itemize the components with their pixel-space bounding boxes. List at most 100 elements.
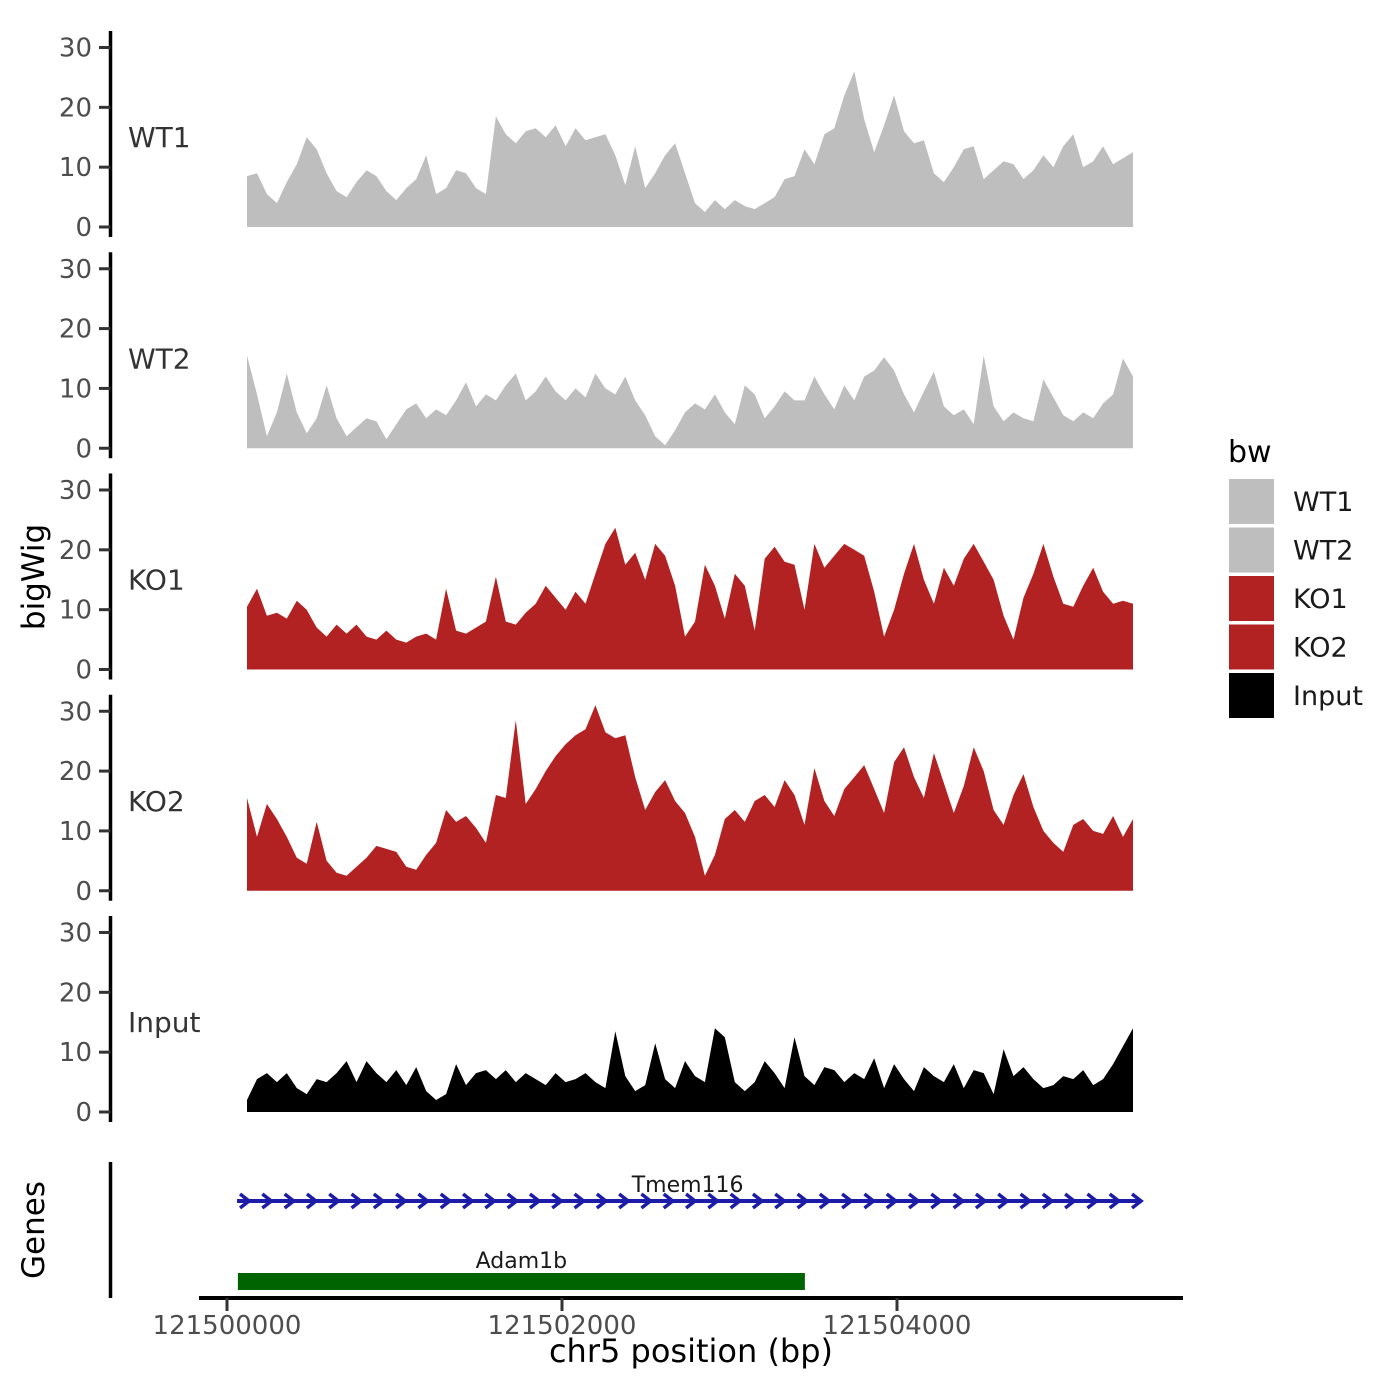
legend-entry-label: WT1 xyxy=(1293,487,1353,518)
legend-entry-label: Input xyxy=(1293,681,1363,712)
y-tick-label: 0 xyxy=(75,1098,92,1128)
legend-entry-label: WT2 xyxy=(1293,536,1353,567)
x-tick-label: 121500000 xyxy=(153,1311,302,1341)
strand-arrow-icon xyxy=(1108,1192,1122,1210)
strand-arrow-icon xyxy=(551,1192,565,1210)
y-tick-label: 20 xyxy=(59,978,92,1008)
strand-arrow-icon xyxy=(372,1192,386,1210)
gene-body-box xyxy=(237,1273,805,1290)
track-label-wt2: WT2 xyxy=(128,342,191,375)
strand-arrow-icon xyxy=(461,1192,475,1210)
track-panel-ko1: 0 10 20 30 KO1 xyxy=(59,473,1133,686)
strand-arrow-icon xyxy=(417,1192,431,1210)
coverage-area-wt1 xyxy=(247,71,1133,228)
y-tick-label: 0 xyxy=(75,877,92,907)
gene-label: Tmem116 xyxy=(631,1173,744,1198)
strand-arrow-icon xyxy=(439,1192,453,1210)
strand-arrow-icon xyxy=(484,1192,498,1210)
track-label-input: Input xyxy=(128,1006,201,1039)
gene-label: Adam1b xyxy=(476,1249,568,1274)
legend-entry-label: KO1 xyxy=(1293,584,1348,615)
strand-arrow-icon xyxy=(684,1192,698,1210)
legend-entry-ko1: KO1 xyxy=(1229,576,1348,621)
legend-key-swatch xyxy=(1229,479,1274,524)
y-tick-label: 10 xyxy=(59,153,92,183)
y-axis-title: bigWig xyxy=(16,524,52,630)
strand-arrow-icon xyxy=(283,1192,297,1210)
strand-arrow-icon xyxy=(907,1192,921,1210)
legend-title: bw xyxy=(1228,435,1272,470)
y-tick-label: 30 xyxy=(59,476,92,506)
strand-arrow-icon xyxy=(573,1192,587,1210)
strand-arrow-icon xyxy=(818,1192,832,1210)
track-panel-ko2: 0 10 20 30 KO2 xyxy=(59,694,1133,907)
y-tick-label: 10 xyxy=(59,1038,92,1068)
y-tick-label: 0 xyxy=(75,656,92,686)
strand-arrow-icon xyxy=(796,1192,810,1210)
strand-arrow-icon xyxy=(707,1192,721,1210)
track-label-ko2: KO2 xyxy=(128,785,185,818)
strand-arrow-icon xyxy=(395,1192,409,1210)
coverage-area-ko1 xyxy=(247,527,1133,670)
legend-entry-label: KO2 xyxy=(1293,633,1348,664)
strand-arrow-icon xyxy=(863,1192,877,1210)
strand-arrow-icon xyxy=(528,1192,542,1210)
y-tick-label: 30 xyxy=(59,697,92,727)
y-tick-label: 30 xyxy=(59,255,92,285)
strand-arrow-icon xyxy=(1019,1192,1033,1210)
track-panel-wt2: 0 10 20 30 WT2 xyxy=(59,252,1133,464)
strand-arrow-icon xyxy=(328,1192,342,1210)
strand-arrow-icon xyxy=(774,1192,788,1210)
strand-arrow-icon xyxy=(729,1192,743,1210)
legend-key-swatch xyxy=(1229,673,1274,718)
strand-arrow-icon xyxy=(952,1192,966,1210)
strand-arrow-icon xyxy=(1086,1192,1100,1210)
coverage-area-wt2 xyxy=(247,355,1133,449)
strand-arrow-icon xyxy=(640,1192,654,1210)
track-label-wt1: WT1 xyxy=(128,121,191,154)
y-tick-label: 20 xyxy=(59,536,92,566)
track-panel-wt1: 0 10 20 30 WT1 xyxy=(59,31,1133,243)
legend-entry-input: Input xyxy=(1229,673,1363,718)
strand-arrow-icon xyxy=(751,1192,765,1210)
coverage-tracks-group: 0 10 20 30 WT1 0 10 20 30 WT2 0 10 20 30 KO1 0 10 20 30 KO2… xyxy=(59,31,1133,1128)
strand-arrow-icon xyxy=(305,1192,319,1210)
x-tick-label: 121502000 xyxy=(488,1311,637,1341)
strand-arrow-icon xyxy=(1064,1192,1078,1210)
strand-arrow-icon xyxy=(506,1192,520,1210)
strand-arrow-icon xyxy=(261,1192,275,1210)
strand-arrow-icon xyxy=(841,1192,855,1210)
x-tick-label: 121504000 xyxy=(823,1311,972,1341)
genes-axis-title: Genes xyxy=(16,1181,52,1279)
legend-key-swatch xyxy=(1229,576,1274,621)
coverage-area-ko2 xyxy=(247,705,1133,891)
strand-arrow-icon xyxy=(238,1192,252,1210)
gene-tmem116: Tmem116 xyxy=(237,1173,1144,1210)
legend-key-swatch xyxy=(1229,624,1274,670)
strand-arrow-icon xyxy=(930,1192,944,1210)
strand-arrow-icon xyxy=(1130,1192,1144,1210)
y-tick-label: 30 xyxy=(59,919,92,949)
legend-entry-wt1: WT1 xyxy=(1229,479,1353,524)
track-label-ko1: KO1 xyxy=(128,564,185,597)
legend-group: WT1 WT2 KO1 KO2 Input xyxy=(1229,479,1363,718)
y-tick-label: 20 xyxy=(59,93,92,123)
y-tick-label: 0 xyxy=(75,434,92,464)
y-tick-label: 20 xyxy=(59,315,92,345)
strand-arrow-icon xyxy=(1041,1192,1055,1210)
x-axis-group: 121500000 121502000 121504000 xyxy=(153,1296,1183,1341)
strand-arrow-icon xyxy=(885,1192,899,1210)
y-tick-label: 10 xyxy=(59,596,92,626)
strand-arrow-icon xyxy=(974,1192,988,1210)
y-tick-label: 20 xyxy=(59,757,92,787)
strand-arrow-icon xyxy=(618,1192,632,1210)
strand-arrow-icon xyxy=(997,1192,1011,1210)
legend-key-swatch xyxy=(1229,527,1274,573)
y-tick-label: 10 xyxy=(59,817,92,847)
legend-entry-ko2: KO2 xyxy=(1229,624,1348,670)
track-panel-input: 0 10 20 30 Input xyxy=(59,916,1133,1128)
genes-track-group: Tmem116 Adam1b xyxy=(108,1162,1144,1298)
strand-arrow-icon xyxy=(595,1192,609,1210)
